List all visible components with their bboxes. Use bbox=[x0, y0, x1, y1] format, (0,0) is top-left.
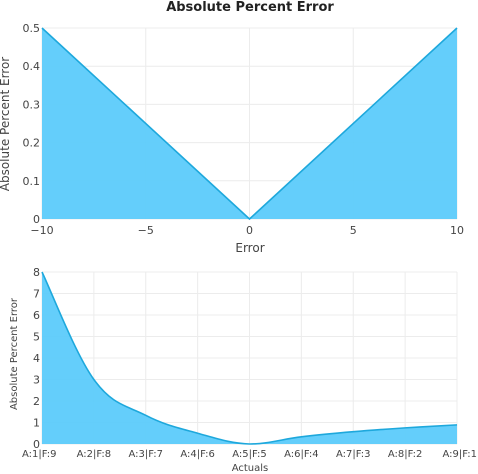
bottom-x-tick-label: A:9|F:1 bbox=[443, 449, 477, 460]
top-chart-x-title: Error bbox=[235, 241, 264, 255]
top-y-tick-label: 0 bbox=[33, 213, 40, 226]
bottom-x-tick-label: A:6|F:4 bbox=[284, 449, 318, 460]
top-chart-x-ticks: −10 −5 0 5 10 bbox=[30, 224, 464, 237]
bottom-x-tick-label: A:3|F:7 bbox=[129, 449, 163, 460]
bottom-chart-y-title: Absolute Percent Error bbox=[9, 297, 20, 410]
top-y-tick-label: 0.5 bbox=[23, 22, 41, 35]
bottom-y-tick-label: 8 bbox=[33, 266, 40, 279]
top-y-tick-label: 0.4 bbox=[23, 60, 41, 73]
bottom-chart-y-ticks: 0 1 2 3 4 5 6 7 8 bbox=[33, 266, 40, 451]
bottom-x-tick-label: A:5|F:5 bbox=[232, 449, 266, 460]
top-chart: −10 −5 0 5 10 00.10.20.30.40.5 Error Absolut… bbox=[0, 22, 464, 255]
bottom-chart-x-ticks: A:1|F:9 A:2|F:8 A:3|F:7 A:4|F:6 A:5|F:5 A:6|F… bbox=[22, 449, 477, 460]
top-x-tick-label: 10 bbox=[450, 224, 464, 237]
bottom-x-tick-label: A:4|F:6 bbox=[180, 449, 214, 460]
bottom-y-tick-label: 2 bbox=[33, 395, 40, 408]
top-y-tick-label: 0.2 bbox=[23, 137, 41, 150]
bottom-y-tick-label: 4 bbox=[33, 352, 40, 365]
bottom-chart: A:1|F:9 A:2|F:8 A:3|F:7 A:4|F:6 A:5|F:5 A:6|F… bbox=[9, 266, 477, 474]
bottom-chart-x-title: Actuals bbox=[232, 463, 269, 474]
bottom-x-tick-label: A:2|F:8 bbox=[77, 449, 111, 460]
bottom-x-tick-label: A:8|F:2 bbox=[388, 449, 422, 460]
top-y-tick-label: 0.1 bbox=[23, 175, 41, 188]
bottom-y-tick-label: 6 bbox=[33, 309, 40, 322]
top-chart-y-title: Absolute Percent Error bbox=[0, 57, 12, 192]
bottom-y-tick-label: 3 bbox=[33, 374, 40, 387]
bottom-y-tick-label: 1 bbox=[33, 417, 40, 430]
top-x-tick-label: 5 bbox=[350, 224, 357, 237]
bottom-y-tick-label: 7 bbox=[33, 288, 40, 301]
bottom-x-tick-label: A:7|F:3 bbox=[336, 449, 370, 460]
chart-title: Absolute Percent Error bbox=[166, 0, 334, 15]
bottom-y-tick-label: 5 bbox=[33, 331, 40, 344]
top-x-tick-label: −5 bbox=[138, 224, 154, 237]
top-chart-y-ticks: 0 0.1 0.2 0.3 0.4 0.5 bbox=[23, 22, 41, 226]
top-x-tick-label: 0 bbox=[246, 224, 253, 237]
top-y-tick-label: 0.3 bbox=[23, 98, 41, 111]
bottom-y-tick-label: 0 bbox=[33, 438, 40, 451]
